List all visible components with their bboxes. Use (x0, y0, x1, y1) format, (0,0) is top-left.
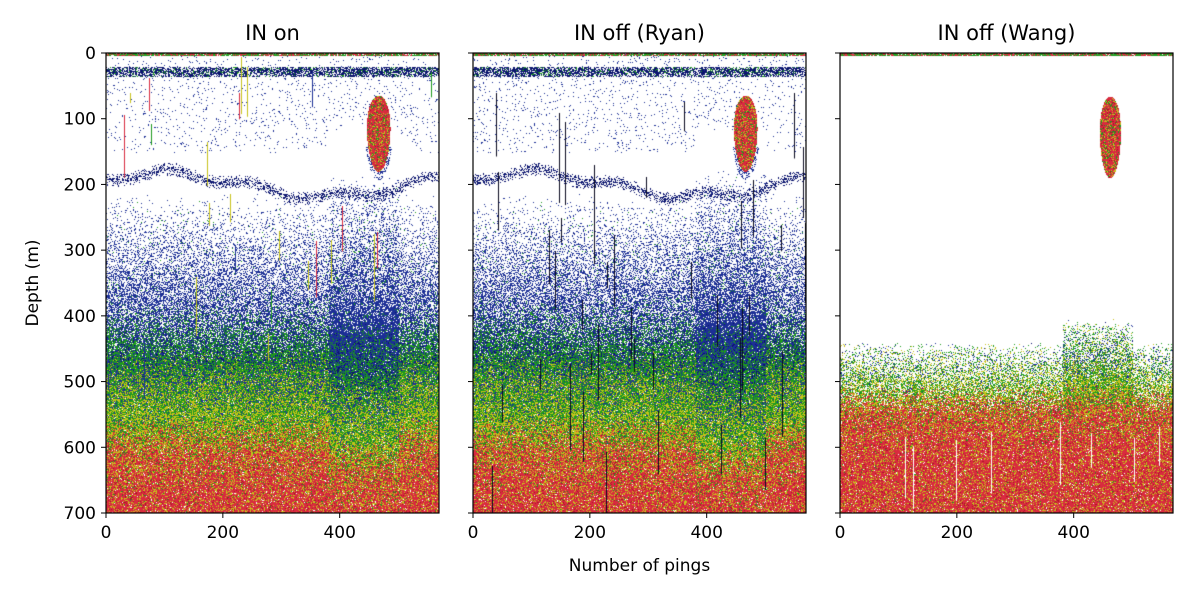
panel-in-off-ryan: IN off (Ryan) 0 200 400 (468, 21, 807, 543)
panel-in-off-wang: IN off (Wang) 0 200 400 (835, 21, 1174, 543)
x-tick-label: 0 (468, 523, 479, 543)
x-tick-label: 0 (101, 523, 112, 543)
panel-title-in-on: IN on (245, 21, 300, 45)
x-tick-label: 400 (323, 523, 355, 543)
y-tick-label: 400 (64, 307, 96, 327)
y-ticks-in-off-ryan (468, 52, 473, 514)
y-tick-label: 700 (64, 504, 96, 524)
panel-title-in-off-ryan: IN off (Ryan) (574, 21, 705, 45)
x-tick-label: 0 (835, 523, 846, 543)
y-axis-label: Depth (m) (23, 239, 43, 326)
x-tick-label: 200 (941, 523, 973, 543)
axes-frame-in-on (105, 52, 440, 514)
x-ticks-in-off-ryan: 0 200 400 (468, 513, 723, 543)
y-tick-label: 600 (64, 438, 96, 458)
x-tick-label: 200 (574, 523, 606, 543)
y-tick-label: 100 (64, 110, 96, 130)
y-tick-label: 500 (64, 373, 96, 393)
panel-title-in-off-wang: IN off (Wang) (938, 21, 1076, 45)
y-tick-label: 300 (64, 241, 96, 261)
echogram-heatmap-in-off-ryan (473, 53, 806, 513)
axes-frame-in-off-wang (839, 52, 1174, 514)
y-ticks-in-on: 0 100 200 300 400 500 600 700 (64, 44, 106, 524)
x-tick-label: 200 (207, 523, 239, 543)
echogram-heatmap-in-off-wang (840, 53, 1173, 513)
echogram-heatmap-in-on (106, 53, 439, 513)
x-tick-label: 400 (1057, 523, 1089, 543)
axes-frame-in-off-ryan (472, 52, 807, 514)
x-axis-label: Number of pings (569, 556, 711, 576)
x-ticks-in-on: 0 200 400 (101, 513, 356, 543)
y-ticks-in-off-wang (835, 52, 840, 514)
y-tick-label: 0 (85, 44, 96, 64)
panel-in-on: IN on 0 200 400 0 100 200 300 400 500 600 700 (64, 21, 440, 543)
x-tick-label: 400 (690, 523, 722, 543)
x-ticks-in-off-wang: 0 200 400 (835, 513, 1090, 543)
y-tick-label: 200 (64, 175, 96, 195)
